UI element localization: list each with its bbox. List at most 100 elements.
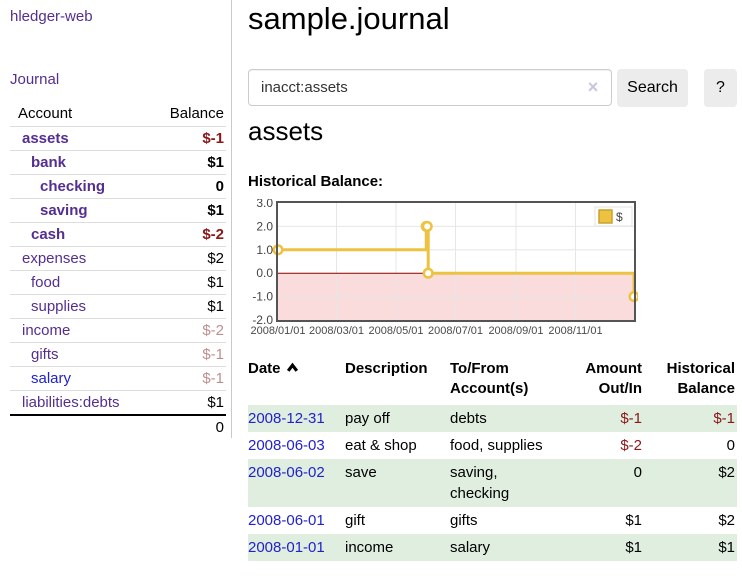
account-row: bank $1 bbox=[10, 150, 226, 175]
account-row: supplies $1 bbox=[10, 294, 226, 319]
account-row: income $-2 bbox=[10, 318, 226, 343]
account-row: checking 0 bbox=[10, 174, 226, 199]
clear-search-icon[interactable]: × bbox=[587, 77, 599, 97]
search-button[interactable]: Search bbox=[617, 69, 688, 107]
account-balance: $-2 bbox=[152, 222, 226, 247]
tofrom-header-line2: Account(s) bbox=[450, 380, 529, 397]
table-row: 2008-06-03 eat & shop food, supplies $-2 0 bbox=[248, 432, 737, 459]
sidebar-account-link[interactable]: bank bbox=[31, 154, 67, 171]
sidebar-account-link[interactable]: supplies bbox=[31, 298, 87, 315]
sidebar-item-journal[interactable]: Journal bbox=[10, 71, 60, 88]
txn-description: income bbox=[345, 539, 394, 556]
balance-header-line1: Historical bbox=[666, 360, 735, 377]
txn-balance: 0 bbox=[726, 437, 735, 454]
date-column-header[interactable]: Date bbox=[248, 357, 345, 405]
txn-amount: $-1 bbox=[620, 410, 642, 427]
sidebar-account-link[interactable]: saving bbox=[40, 202, 88, 219]
table-row: 2008-06-01 gift gifts $1 $2 bbox=[248, 507, 737, 534]
historical-balance-chart: $3.0 2.0 1.0 0.0 -1.0 -2.0 2008/01/01 2008/03/0… bbox=[248, 196, 640, 342]
account-row: food $1 bbox=[10, 270, 226, 295]
table-row: 2008-12-31 pay off debts $-1 $-1 bbox=[248, 405, 737, 432]
sidebar-divider bbox=[231, 0, 232, 438]
txn-date-link[interactable]: 2008-06-02 bbox=[248, 464, 325, 481]
txn-balance: $-1 bbox=[713, 410, 735, 427]
txn-amount: $1 bbox=[625, 512, 642, 529]
svg-text:2.0: 2.0 bbox=[256, 219, 273, 233]
svg-text:2008/01/01: 2008/01/01 bbox=[250, 325, 305, 337]
txn-balance: $2 bbox=[718, 512, 735, 529]
txn-amount: 0 bbox=[633, 464, 642, 481]
account-row: expenses $2 bbox=[10, 246, 226, 271]
balance-header-line2: Balance bbox=[677, 380, 735, 397]
txn-date-link[interactable]: 2008-06-03 bbox=[248, 437, 325, 454]
txn-balance: $2 bbox=[718, 464, 735, 481]
account-column-header: Account bbox=[18, 105, 73, 122]
txn-date-link[interactable]: 2008-12-31 bbox=[248, 410, 325, 427]
main-content: sample.journal × Search ? assets Histori… bbox=[248, 0, 737, 582]
account-row: cash $-2 bbox=[10, 222, 226, 247]
txn-accounts: food, supplies bbox=[450, 437, 543, 454]
txn-date-cell: 2008-01-01 bbox=[248, 534, 345, 561]
tofrom-column-header: To/From Account(s) bbox=[450, 357, 568, 405]
account-table-header: Account Balance bbox=[10, 102, 226, 127]
txn-date-link[interactable]: 2008-06-01 bbox=[248, 512, 325, 529]
account-row: salary $-1 bbox=[10, 366, 226, 391]
account-balance: $1 bbox=[152, 198, 226, 223]
sidebar-account-link[interactable]: salary bbox=[31, 370, 72, 387]
brand-link[interactable]: hledger-web bbox=[10, 8, 93, 25]
txn-table-body: 2008-12-31 pay off debts $-1 $-1 2008-06-03 ea… bbox=[248, 405, 737, 561]
account-row: assets $-1 bbox=[10, 126, 226, 151]
account-heading: assets bbox=[248, 116, 324, 146]
txn-balance: $1 bbox=[718, 539, 735, 556]
account-balance: $1 bbox=[152, 294, 226, 319]
account-balance: $-1 bbox=[152, 366, 226, 391]
sidebar-account-link[interactable]: liabilities:debts bbox=[22, 394, 120, 411]
amount-column-header: Amount Out/In bbox=[568, 357, 644, 405]
account-balance: 0 bbox=[152, 174, 226, 199]
page-title: sample.journal bbox=[248, 1, 450, 36]
svg-text:1.0: 1.0 bbox=[256, 243, 273, 257]
amount-header-line1: Amount bbox=[585, 360, 642, 377]
description-header-label: Description bbox=[345, 360, 428, 377]
balance-column-header: Balance bbox=[169, 105, 224, 122]
account-balance: $1 bbox=[152, 150, 226, 175]
txn-date-cell: 2008-06-03 bbox=[248, 432, 345, 459]
svg-text:2008/09/01: 2008/09/01 bbox=[488, 325, 543, 337]
svg-text:2008/07/01: 2008/07/01 bbox=[428, 325, 483, 337]
sidebar-account-link[interactable]: food bbox=[31, 274, 61, 291]
txn-accounts: debts bbox=[450, 410, 487, 427]
txn-date-cell: 2008-06-02 bbox=[248, 459, 345, 507]
account-total-spacer bbox=[10, 414, 153, 439]
chart-title: Historical Balance: bbox=[248, 173, 384, 190]
balance-column-header-main: Historical Balance bbox=[644, 357, 737, 405]
table-row: 2008-01-01 income salary $1 $1 bbox=[248, 534, 737, 561]
account-row: liabilities:debts $1 bbox=[10, 390, 226, 415]
txn-amount: $-2 bbox=[620, 437, 642, 454]
account-row: saving $1 bbox=[10, 198, 226, 223]
sidebar: hledger-web Journal Account Balance asse… bbox=[0, 0, 232, 582]
txn-accounts: salary bbox=[450, 539, 491, 556]
txn-date-cell: 2008-06-01 bbox=[248, 507, 345, 534]
svg-text:2008/05/01: 2008/05/01 bbox=[368, 325, 423, 337]
description-column-header: Description bbox=[345, 357, 450, 405]
sidebar-account-link[interactable]: gifts bbox=[31, 346, 59, 363]
txn-description: eat & shop bbox=[345, 437, 417, 454]
account-balance: $2 bbox=[152, 246, 226, 271]
transactions-header-row: Date Description To/From Account(s) Amou… bbox=[248, 357, 737, 405]
svg-text:0.0: 0.0 bbox=[256, 266, 273, 280]
svg-text:$: $ bbox=[616, 210, 623, 224]
txn-amount: $1 bbox=[625, 539, 642, 556]
sidebar-account-link[interactable]: checking bbox=[40, 178, 106, 195]
txn-date-link[interactable]: 2008-01-01 bbox=[248, 539, 325, 556]
sidebar-account-link[interactable]: cash bbox=[31, 226, 66, 243]
account-table-body: assets $-1 bank $1 checking 0 saving $1 cash $-2 e… bbox=[10, 126, 226, 415]
search-form: × Search ? bbox=[248, 69, 737, 107]
account-total-balance: 0 bbox=[152, 414, 226, 439]
txn-description: pay off bbox=[345, 410, 390, 427]
sidebar-account-link[interactable]: assets bbox=[22, 130, 69, 147]
search-help-button[interactable]: ? bbox=[704, 69, 737, 107]
search-input[interactable] bbox=[248, 69, 612, 106]
sidebar-account-link[interactable]: expenses bbox=[22, 250, 87, 267]
sidebar-account-link[interactable]: income bbox=[22, 322, 71, 339]
